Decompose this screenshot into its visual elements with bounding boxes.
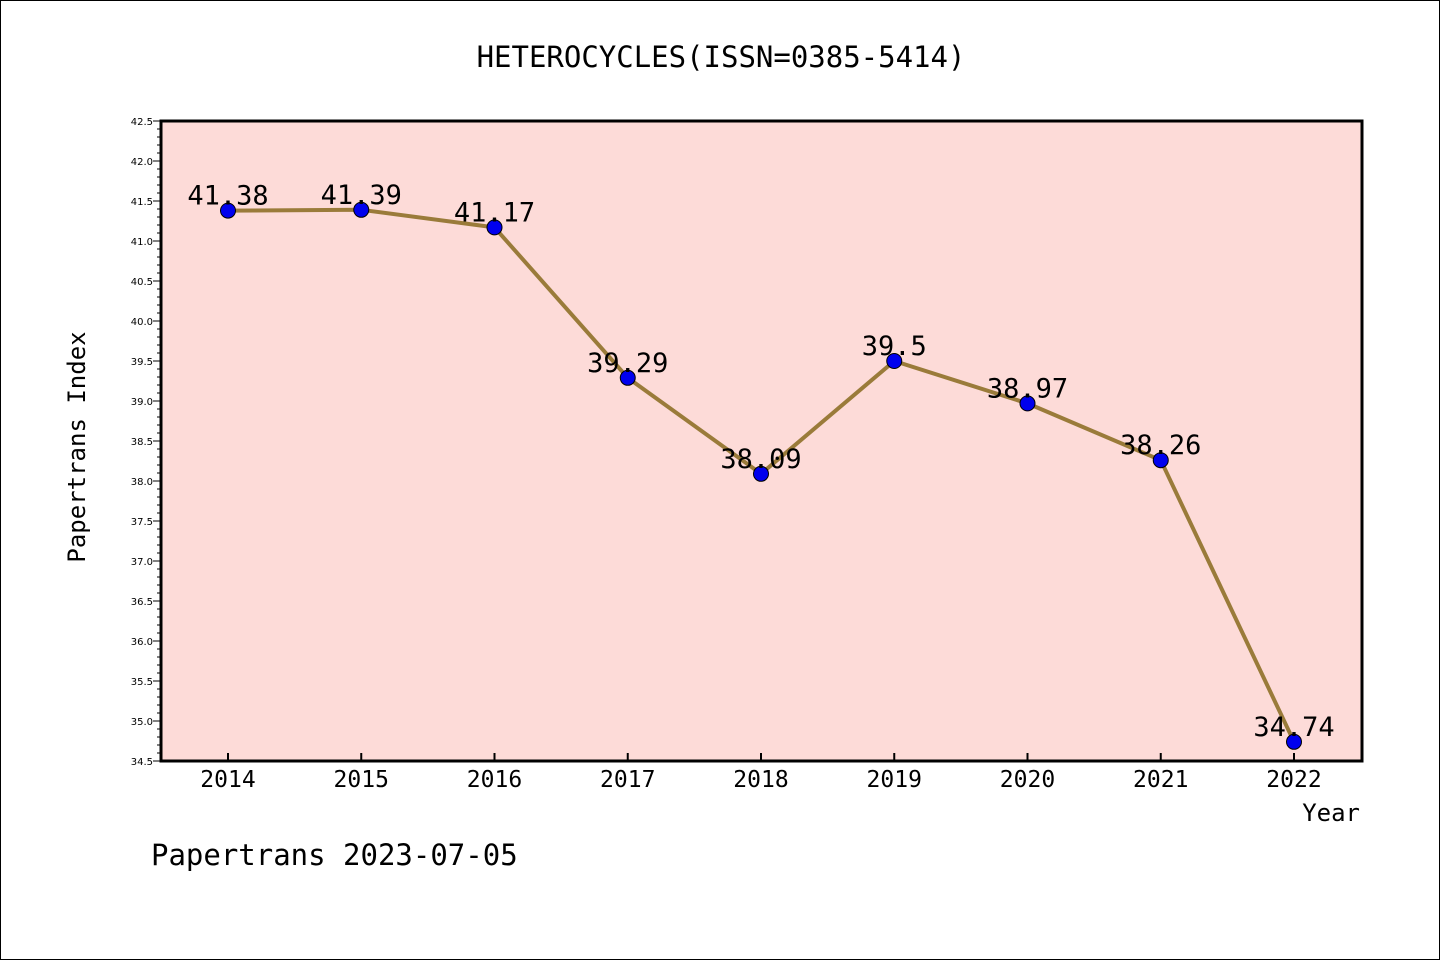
y-tick-label: 40.0 bbox=[131, 317, 153, 328]
y-tick-label: 39.0 bbox=[131, 397, 153, 408]
y-tick-label: 36.0 bbox=[131, 637, 153, 648]
data-point-marker bbox=[1019, 395, 1036, 412]
y-tick-label: 38.5 bbox=[131, 437, 153, 448]
data-label: 38.26 bbox=[1120, 430, 1201, 461]
data-labels: 41.38 41.39 41.17 39.29 38.09 39.5 38.97 38.26 3… bbox=[187, 180, 1334, 743]
data-point-marker bbox=[1286, 733, 1302, 750]
x-axis-ticks: 2014 2015 2016 2017 2018 2019 2020 2021 2022 bbox=[200, 753, 1322, 793]
chart-title: HETEROCYCLES(ISSN=0385-5414) bbox=[477, 40, 966, 74]
data-point-marker bbox=[886, 353, 903, 369]
data-label: 41.17 bbox=[454, 197, 535, 228]
y-axis-ticks: 34.5 35.0 35.5 36.0 36.5 37.0 37.5 38.0 38.5 39.0… bbox=[131, 117, 153, 768]
x-tick-label: 2022 bbox=[1266, 767, 1321, 793]
footer-text: Papertrans 2023-07-05 bbox=[151, 838, 518, 872]
data-label: 41.38 bbox=[187, 181, 268, 212]
data-label: 39.29 bbox=[587, 348, 668, 379]
y-tick-label: 39.5 bbox=[131, 357, 153, 368]
y-tick-label: 37.5 bbox=[131, 517, 153, 528]
plot-area bbox=[161, 121, 1362, 761]
data-point-marker bbox=[619, 369, 636, 386]
data-label: 34.74 bbox=[1253, 712, 1334, 743]
y-tick-label: 42.0 bbox=[131, 157, 153, 168]
x-tick-label: 2021 bbox=[1133, 767, 1188, 793]
plot-frame bbox=[159, 119, 1364, 763]
x-tick-label: 2015 bbox=[334, 767, 389, 793]
data-point-marker bbox=[353, 201, 370, 218]
data-label: 38.09 bbox=[720, 444, 801, 475]
data-point-marker bbox=[486, 219, 503, 236]
data-label: 41.39 bbox=[321, 180, 402, 211]
y-tick-label: 41.0 bbox=[131, 237, 153, 248]
x-tick-label: 2019 bbox=[867, 767, 922, 793]
y-tick-label: 40.5 bbox=[131, 277, 153, 288]
y-tick-label: 34.5 bbox=[131, 757, 153, 768]
data-markers bbox=[220, 201, 1302, 750]
y-tick-label: 42.5 bbox=[131, 117, 153, 128]
data-label: 38.97 bbox=[987, 373, 1068, 404]
y-axis-title: Papertrans Index bbox=[63, 331, 91, 562]
x-tick-label: 2016 bbox=[467, 767, 522, 793]
data-label: 39.5 bbox=[862, 331, 927, 362]
y-tick-label: 35.0 bbox=[131, 717, 153, 728]
y-tick-label: 41.5 bbox=[131, 197, 153, 208]
data-point-marker bbox=[1152, 452, 1169, 469]
y-tick-label: 35.5 bbox=[131, 677, 153, 688]
y-tick-label: 36.5 bbox=[131, 597, 153, 608]
y-tick-label: 38.0 bbox=[131, 477, 153, 488]
data-point-marker bbox=[753, 465, 769, 482]
y-tick-label: 37.0 bbox=[131, 557, 153, 568]
x-tick-label: 2017 bbox=[600, 767, 655, 793]
x-tick-label: 2020 bbox=[1000, 767, 1055, 793]
x-tick-label: 2014 bbox=[200, 767, 255, 793]
x-tick-label: 2018 bbox=[733, 767, 788, 793]
data-point-marker bbox=[220, 202, 236, 219]
x-axis-title: Year bbox=[1302, 799, 1360, 827]
